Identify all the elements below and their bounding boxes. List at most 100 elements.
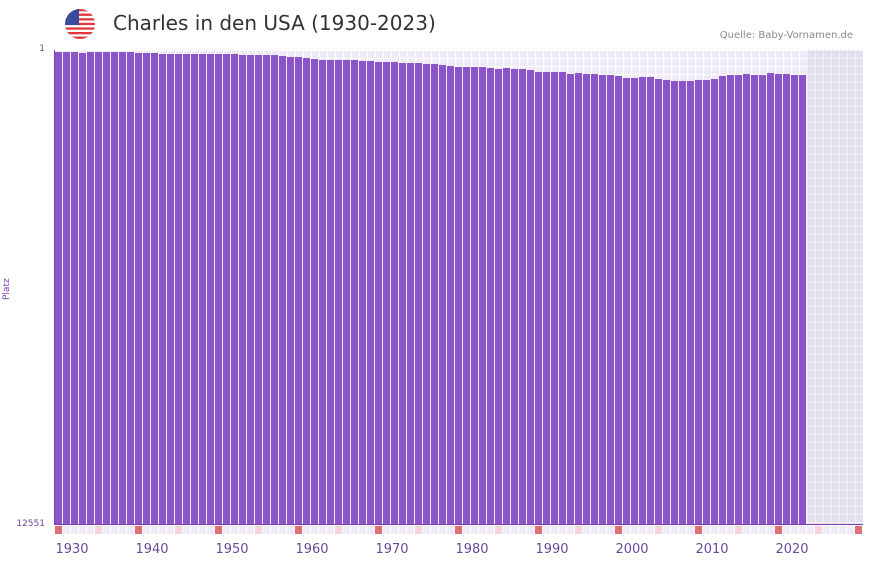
bar-2016[interactable]: [743, 74, 750, 525]
bar-2006[interactable]: [663, 79, 670, 525]
bar-1981[interactable]: [463, 67, 470, 525]
bar-1969[interactable]: [367, 60, 374, 525]
bar-1996[interactable]: [583, 74, 590, 525]
year-marker: [455, 526, 462, 534]
bar-1945[interactable]: [175, 54, 182, 525]
bar-1971[interactable]: [383, 62, 390, 525]
bar-1973[interactable]: [399, 62, 406, 525]
bar-1995[interactable]: [575, 73, 582, 525]
bar-1935[interactable]: [95, 52, 102, 525]
bar-2010[interactable]: [695, 79, 702, 525]
bar-1991[interactable]: [543, 72, 550, 525]
year-marker: [767, 526, 774, 534]
bar-2012[interactable]: [711, 79, 718, 525]
bar-1984[interactable]: [487, 67, 494, 525]
bar-1954[interactable]: [247, 55, 254, 525]
bar-1988[interactable]: [519, 69, 526, 525]
bar-1983[interactable]: [479, 67, 486, 525]
bar-2008[interactable]: [679, 81, 686, 525]
bar-1948[interactable]: [199, 54, 206, 525]
bar-1936[interactable]: [103, 52, 110, 525]
bar-1990[interactable]: [535, 72, 542, 525]
bar-2001[interactable]: [623, 77, 630, 525]
bar-1967[interactable]: [351, 60, 358, 525]
bar-1955[interactable]: [255, 55, 262, 525]
bar-1943[interactable]: [159, 54, 166, 525]
bar-1964[interactable]: [327, 60, 334, 525]
bar-2009[interactable]: [687, 81, 694, 525]
bar-2022[interactable]: [791, 74, 798, 525]
bar-1999[interactable]: [607, 74, 614, 525]
bar-2014[interactable]: [727, 74, 734, 525]
bar-2017[interactable]: [751, 74, 758, 525]
bar-1994[interactable]: [567, 74, 574, 525]
bar-1974[interactable]: [407, 62, 414, 525]
bar-1979[interactable]: [447, 65, 454, 525]
bar-1934[interactable]: [87, 52, 94, 525]
year-marker: [807, 526, 814, 534]
bar-2019[interactable]: [767, 73, 774, 525]
bar-1941[interactable]: [143, 53, 150, 525]
bar-1933[interactable]: [79, 53, 86, 525]
bar-1953[interactable]: [239, 55, 246, 525]
bar-1986[interactable]: [503, 67, 510, 525]
bar-2020[interactable]: [775, 74, 782, 525]
bar-1949[interactable]: [207, 54, 214, 525]
bar-1963[interactable]: [319, 60, 326, 525]
bar-1930[interactable]: [55, 52, 62, 525]
bar-1970[interactable]: [375, 62, 382, 525]
bar-2005[interactable]: [655, 79, 662, 525]
bar-1975[interactable]: [415, 62, 422, 525]
bar-1960[interactable]: [295, 57, 302, 525]
bar-1978[interactable]: [439, 65, 446, 525]
bar-1947[interactable]: [191, 54, 198, 525]
bar-1956[interactable]: [263, 55, 270, 525]
bar-1965[interactable]: [335, 60, 342, 525]
bar-1962[interactable]: [311, 59, 318, 525]
bar-1959[interactable]: [287, 57, 294, 525]
bar-1931[interactable]: [63, 52, 70, 525]
bar-1944[interactable]: [167, 54, 174, 525]
bar-1997[interactable]: [591, 74, 598, 525]
bar-1968[interactable]: [359, 60, 366, 525]
bar-1976[interactable]: [423, 64, 430, 525]
bar-1987[interactable]: [511, 69, 518, 525]
bar-1993[interactable]: [559, 72, 566, 525]
bar-1998[interactable]: [599, 74, 606, 525]
bar-1939[interactable]: [127, 52, 134, 525]
bar-2013[interactable]: [719, 75, 726, 525]
bar-2003[interactable]: [639, 77, 646, 525]
bar-2004[interactable]: [647, 77, 654, 525]
bar-1957[interactable]: [271, 55, 278, 525]
bar-1958[interactable]: [279, 55, 286, 525]
bar-2007[interactable]: [671, 81, 678, 525]
bar-1938[interactable]: [119, 52, 126, 525]
bar-2000[interactable]: [615, 75, 622, 525]
bar-2018[interactable]: [759, 74, 766, 525]
bar-1940[interactable]: [135, 53, 142, 525]
bar-1972[interactable]: [391, 62, 398, 525]
bar-1977[interactable]: [431, 64, 438, 525]
year-marker: [727, 526, 734, 534]
bar-2002[interactable]: [631, 77, 638, 525]
bar-1942[interactable]: [151, 53, 158, 525]
bar-1961[interactable]: [303, 58, 310, 525]
bar-1980[interactable]: [455, 67, 462, 525]
bar-1985[interactable]: [495, 69, 502, 525]
bar-1951[interactable]: [223, 54, 230, 525]
bar-1950[interactable]: [215, 54, 222, 525]
bar-1992[interactable]: [551, 72, 558, 525]
bar-1946[interactable]: [183, 54, 190, 525]
bar-2011[interactable]: [703, 79, 710, 525]
bar-1937[interactable]: [111, 52, 118, 525]
bar-1966[interactable]: [343, 60, 350, 525]
bar-1952[interactable]: [231, 54, 238, 525]
bar-1989[interactable]: [527, 69, 534, 525]
year-marker: [607, 526, 614, 534]
bar-2015[interactable]: [735, 74, 742, 525]
bar-1932[interactable]: [71, 52, 78, 525]
bar-2021[interactable]: [783, 74, 790, 525]
bar-2023[interactable]: [799, 74, 806, 525]
chart-title: Charles in den USA (1930-2023): [113, 11, 436, 35]
bar-1982[interactable]: [471, 67, 478, 525]
